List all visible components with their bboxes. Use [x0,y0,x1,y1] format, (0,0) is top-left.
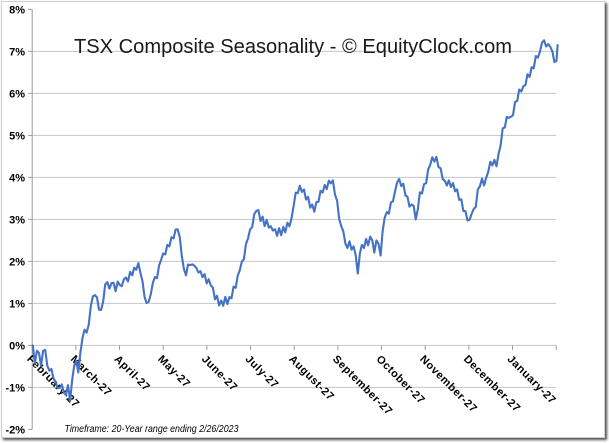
svg-text:-1%: -1% [5,382,25,394]
svg-text:August-27: August-27 [286,353,336,403]
svg-text:5%: 5% [9,130,25,142]
svg-text:Timeframe: 20-Year range endin: Timeframe: 20-Year range ending 2/26/202… [65,424,239,435]
svg-text:2%: 2% [9,256,25,268]
svg-text:3%: 3% [9,214,25,226]
svg-text:4%: 4% [9,172,25,184]
svg-text:0%: 0% [9,340,25,352]
svg-text:1%: 1% [9,298,25,310]
svg-text:July-27: July-27 [243,353,281,391]
svg-text:May-27: May-27 [155,353,192,390]
svg-text:-2%: -2% [5,424,25,436]
svg-text:TSX Composite Seasonality - ©: TSX Composite Seasonality - © EquityCloc… [74,36,512,58]
svg-text:7%: 7% [9,46,25,58]
svg-text:6%: 6% [9,88,25,100]
svg-text:8%: 8% [9,4,25,16]
svg-text:March-27: March-27 [68,353,114,399]
